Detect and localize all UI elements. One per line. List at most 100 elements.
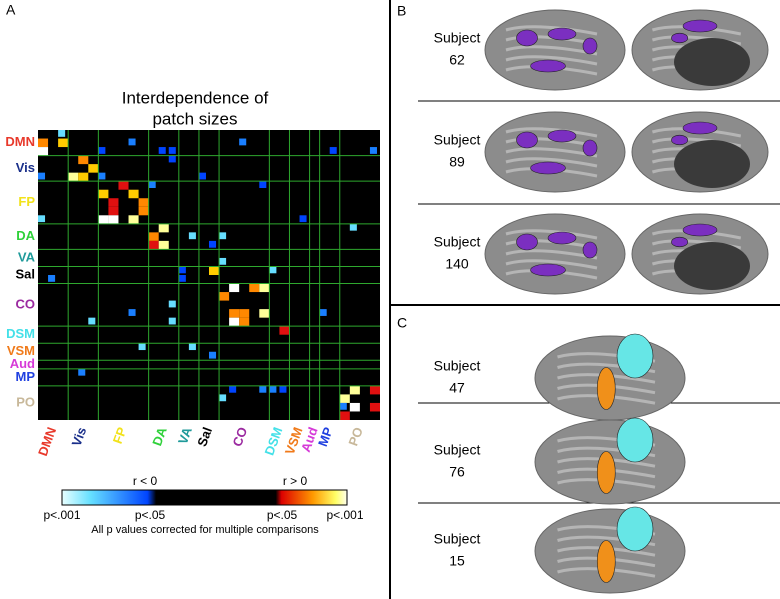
matrix-cells [38,130,380,420]
matrix-cell [168,155,176,163]
matrix-cell [108,206,119,216]
patch [516,233,538,251]
row-label: Vis [16,160,35,175]
column-label: CO [229,425,250,448]
matrix-cell [319,309,327,316]
row-label: Sal [15,266,35,281]
brains: Subject 62 Subject 89 Subject 140 Subject 47 Sub… [434,9,769,594]
column-label: Sal [194,425,215,448]
matrix-cell [369,402,380,412]
patch [530,59,566,73]
row-label: DMN [5,134,35,149]
patch [516,131,538,149]
gyrus [505,229,598,240]
matrix-cell [98,215,109,224]
matrix-cell [78,155,89,165]
row-label: Aud [10,356,35,371]
matrix-cell [369,385,380,395]
matrix-cell [88,317,96,325]
patch [596,451,616,494]
matrix-cell [38,172,46,180]
matrix-cell [198,172,206,180]
matrix-cell [138,343,146,351]
matrix-cell [209,266,220,275]
matrix-cell [259,309,270,318]
patch [671,32,689,44]
matrix-cell [229,283,240,293]
matrix-cell [168,317,176,325]
subject-id: 140 [445,256,469,272]
gyrus [557,556,656,568]
subject-label: Subject [434,442,481,458]
patch [547,129,577,143]
patch [682,19,718,33]
matrix-cell [38,147,49,156]
column-label: DMN [35,425,59,458]
row-label: VSM [7,343,35,358]
matrix-cell [108,215,119,224]
row-label: DA [16,228,35,243]
matrix-cell [349,385,360,395]
gyrus [557,373,656,384]
matrix-cell [249,283,260,293]
matrix-cell [279,385,287,393]
matrix-cell [58,138,69,148]
brain-surface [484,111,626,193]
colorbar-tick: p<.001 [326,508,363,522]
medial-wall [674,38,750,86]
subject-id: 62 [449,52,465,68]
matrix-cell [349,223,357,231]
matrix-cell [38,138,49,148]
matrix-cell [128,215,139,224]
matrix-cell [239,138,247,146]
title: patch sizes [152,109,237,128]
patch [530,161,566,175]
matrix-cell [339,411,350,420]
matrix-cell [138,206,149,216]
patch [582,139,598,157]
matrix-cell [138,198,149,207]
gyrus [505,127,598,138]
matrix-cell [219,232,227,240]
subject-id: 76 [449,464,465,480]
gyrus [505,25,598,36]
colorbar-label: r < 0 [133,474,158,488]
gyrus [505,55,598,66]
subject-id: 15 [449,553,465,569]
matrix-grid [38,130,380,420]
matrix-cell [339,402,347,410]
gyrus [505,249,598,260]
subject-label: Subject [434,132,481,148]
matrix-cell [188,232,196,240]
colorbar [61,489,348,506]
subject-label: Subject [434,234,481,250]
matrix-cell [229,385,237,393]
row-label: FP [18,194,35,209]
matrix-cell [259,385,267,393]
column-label: VA [175,425,195,447]
patch [682,121,718,135]
panel-label: B [397,3,406,19]
matrix-cell [219,292,230,301]
matrix-cell [329,147,337,154]
matrix-cell [148,181,156,188]
matrix-cell [158,240,169,250]
colorbar-tick: p<.001 [43,508,80,522]
matrix-cell [339,394,350,403]
matrix-cell [128,189,139,199]
patch [547,27,577,41]
gyrus [557,478,656,489]
matrix-cell [259,283,270,293]
matrix-cell [239,309,250,318]
matrix-cell [118,181,129,190]
matrix-cell [158,147,166,154]
colorbar-label: r > 0 [283,474,308,488]
gyrus [505,259,598,270]
matrix-cell [209,351,217,359]
panel-label: C [397,315,407,331]
row-label: VA [18,249,36,264]
gyrus [557,457,656,468]
matrix-cell [98,189,109,199]
